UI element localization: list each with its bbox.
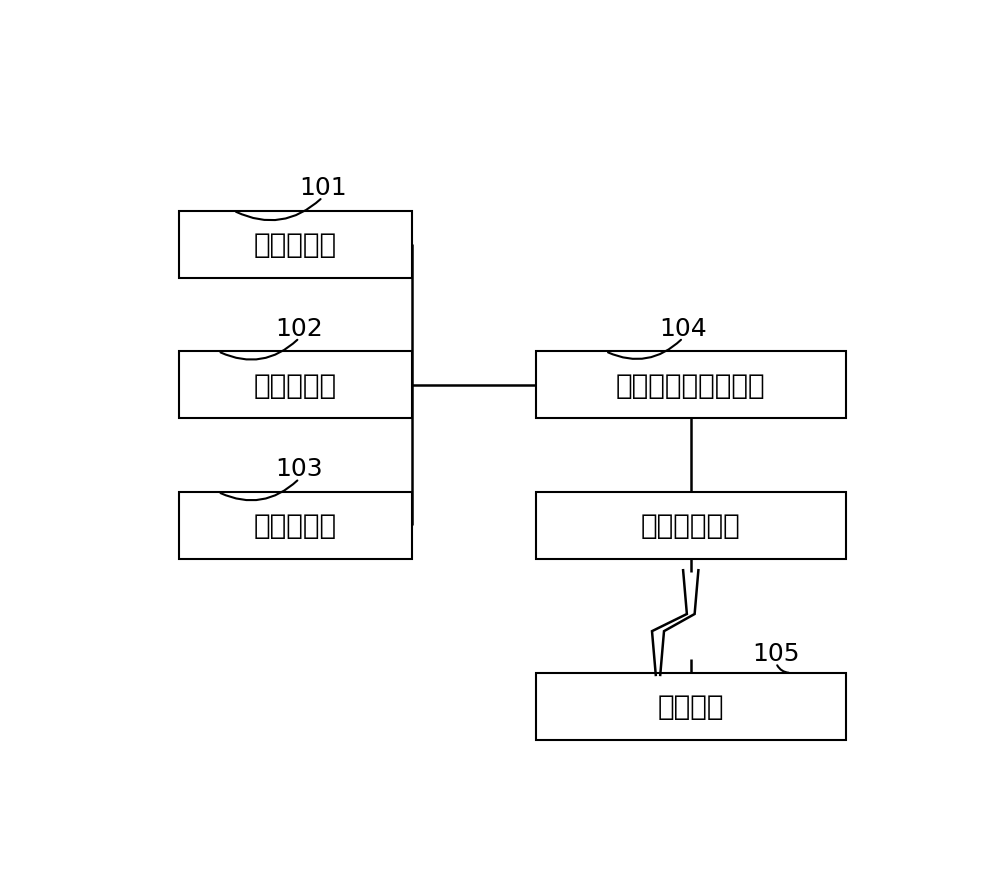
Text: 光敏传感器: 光敏传感器 bbox=[254, 512, 337, 540]
Bar bbox=[179, 211, 412, 278]
Bar bbox=[536, 673, 846, 740]
Text: 101: 101 bbox=[299, 176, 346, 200]
Text: 红外传感器: 红外传感器 bbox=[254, 231, 337, 259]
Text: 105: 105 bbox=[752, 641, 800, 665]
Bar bbox=[179, 352, 412, 419]
Bar bbox=[179, 493, 412, 560]
Text: 103: 103 bbox=[276, 457, 323, 481]
Text: 远程终端: 远程终端 bbox=[658, 693, 724, 720]
Bar bbox=[536, 493, 846, 560]
Text: 紫外传感器: 紫外传感器 bbox=[254, 371, 337, 399]
Text: 激励与信号处理电路: 激励与信号处理电路 bbox=[616, 371, 766, 399]
Text: 102: 102 bbox=[276, 316, 323, 341]
Bar bbox=[536, 352, 846, 419]
Text: 远程通信接口: 远程通信接口 bbox=[641, 512, 741, 540]
Text: 104: 104 bbox=[659, 316, 707, 341]
